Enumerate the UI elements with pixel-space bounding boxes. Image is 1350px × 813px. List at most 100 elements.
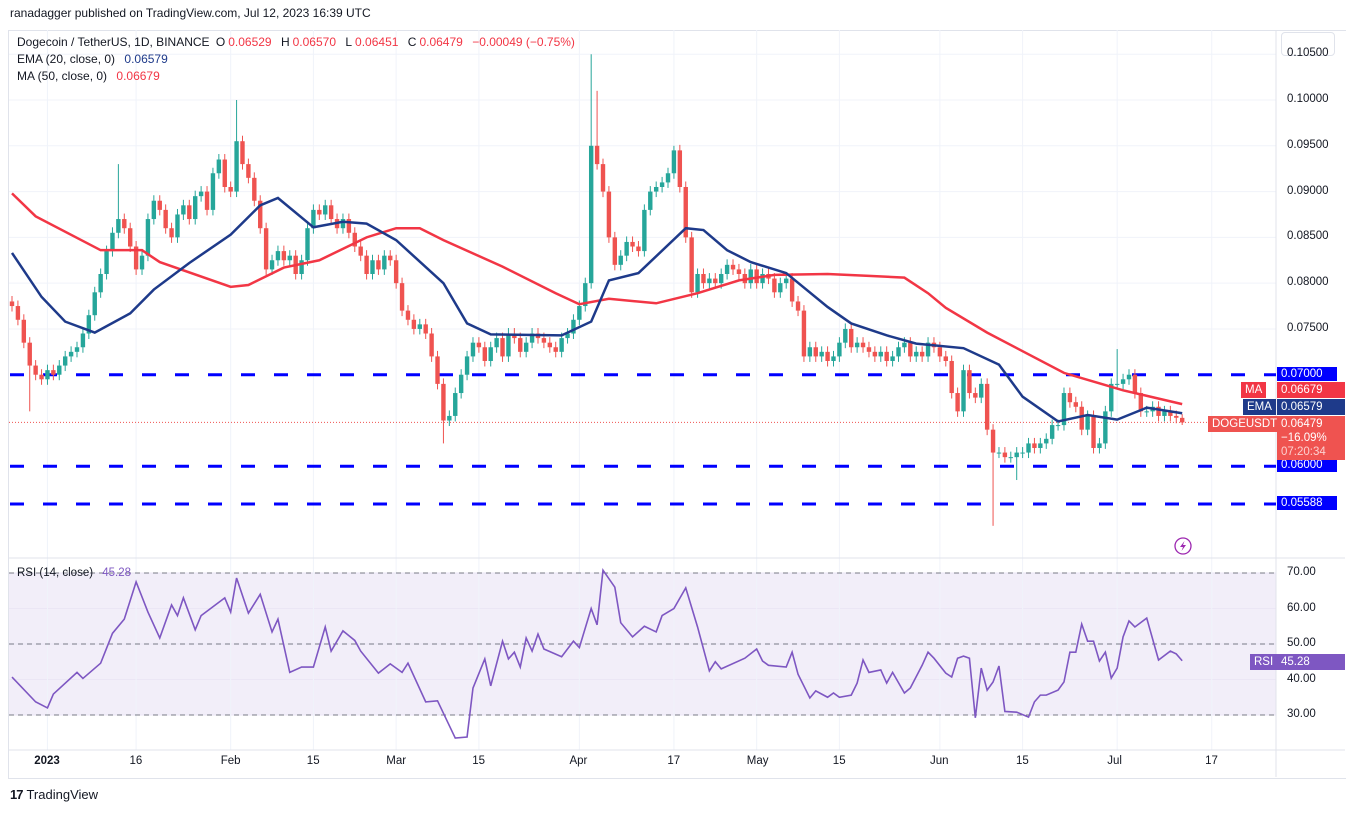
candle-body	[967, 370, 972, 394]
ma50-line	[11, 192, 1183, 406]
candle-body	[488, 347, 493, 361]
candle	[594, 90, 600, 170]
ema-tag-value: 0.06579	[1277, 399, 1345, 415]
candle	[98, 268, 103, 298]
candle	[364, 250, 369, 280]
support-resistance-levels[interactable]	[10, 373, 1276, 506]
candle-body	[393, 260, 399, 284]
candle-body	[193, 196, 198, 220]
candle	[122, 213, 127, 234]
candle	[80, 328, 86, 353]
candle	[86, 309, 92, 340]
candle-body	[128, 228, 133, 247]
candle-body	[9, 301, 15, 307]
candle	[1073, 396, 1078, 413]
rsi-legend-value: 45.28	[102, 567, 132, 579]
candle	[447, 410, 452, 427]
candle-body	[547, 342, 553, 348]
candle	[1162, 405, 1167, 422]
candle	[311, 204, 316, 234]
candle	[258, 195, 263, 234]
ema-legend-value: 0.06579	[124, 52, 168, 66]
candle	[653, 181, 659, 198]
candle	[1168, 405, 1173, 422]
candle-body	[122, 219, 127, 229]
candle	[51, 364, 56, 381]
candle-body	[104, 251, 109, 274]
candle-body	[275, 251, 281, 261]
candle-body	[187, 205, 192, 220]
candle	[393, 254, 399, 289]
candle-body	[1174, 415, 1179, 418]
candle-body	[198, 191, 204, 197]
candle-body	[612, 237, 618, 265]
rsi-line	[11, 567, 1183, 739]
candle	[263, 222, 269, 275]
candle	[1079, 401, 1084, 436]
candle	[441, 378, 446, 444]
candle-body	[1103, 411, 1108, 444]
candle-body	[553, 347, 558, 352]
tradingview-footer[interactable]: 17 TradingView	[10, 787, 98, 802]
lightning-icon[interactable]	[1174, 537, 1192, 555]
candle	[896, 341, 901, 362]
candle	[352, 227, 357, 253]
candle	[323, 199, 328, 220]
candle-body	[252, 177, 257, 201]
rsi-legend[interactable]: RSI (14, close) 45.28	[17, 567, 134, 579]
candle	[583, 277, 588, 312]
time-tick-label: 15	[306, 755, 320, 767]
candle	[175, 208, 180, 243]
candle-body	[328, 205, 334, 220]
tradingview-logo-icon: 17	[10, 787, 24, 802]
candle	[340, 213, 346, 234]
candle	[778, 277, 783, 298]
candle-body	[849, 328, 854, 348]
candle	[648, 186, 653, 216]
candle-body	[1156, 406, 1161, 416]
candle	[1061, 387, 1067, 431]
candle	[92, 286, 97, 321]
candle-body	[949, 360, 954, 394]
candle	[399, 277, 405, 317]
candle-body	[884, 351, 889, 361]
candle-body	[630, 241, 635, 247]
publish-info: ranadagger published on TradingView.com,…	[10, 6, 371, 20]
price-tick-label: 0.09500	[1287, 138, 1329, 151]
candle	[701, 268, 706, 289]
candle-body	[299, 260, 304, 274]
candle-body	[33, 365, 38, 375]
ema-tag-name: EMA	[1243, 399, 1276, 415]
candle-body	[323, 205, 328, 215]
candle	[358, 241, 363, 262]
candle	[955, 387, 960, 417]
time-tick-label: 15	[1016, 755, 1029, 767]
candle	[33, 360, 38, 381]
candle	[116, 164, 121, 239]
price-scale-button[interactable]	[1281, 32, 1335, 56]
ma-legend[interactable]: MA (50, close, 0) 0.06679	[17, 69, 163, 83]
candle-body	[925, 342, 931, 357]
candle-body	[222, 159, 227, 187]
candle-body	[411, 319, 417, 329]
candle	[866, 341, 872, 358]
candle	[9, 295, 15, 312]
ema20-line	[10, 196, 1183, 423]
candle	[1156, 401, 1161, 422]
candle-body	[778, 283, 783, 293]
candle-body	[1055, 425, 1061, 427]
candle	[464, 350, 470, 381]
candle-body	[571, 319, 576, 334]
candle-body	[1020, 452, 1025, 454]
candle-body	[837, 342, 842, 357]
candle	[553, 341, 558, 358]
candle	[565, 328, 570, 344]
ema-legend[interactable]: EMA (20, close, 0) 0.06579	[17, 52, 171, 66]
symbol-title: Dogecoin / TetherUS, 1D, BINANCE	[17, 35, 210, 49]
candle	[748, 263, 753, 289]
ma-legend-label: MA (50, close, 0)	[17, 69, 108, 83]
candle	[961, 364, 966, 417]
candle	[795, 295, 801, 317]
candle-body	[908, 342, 913, 357]
